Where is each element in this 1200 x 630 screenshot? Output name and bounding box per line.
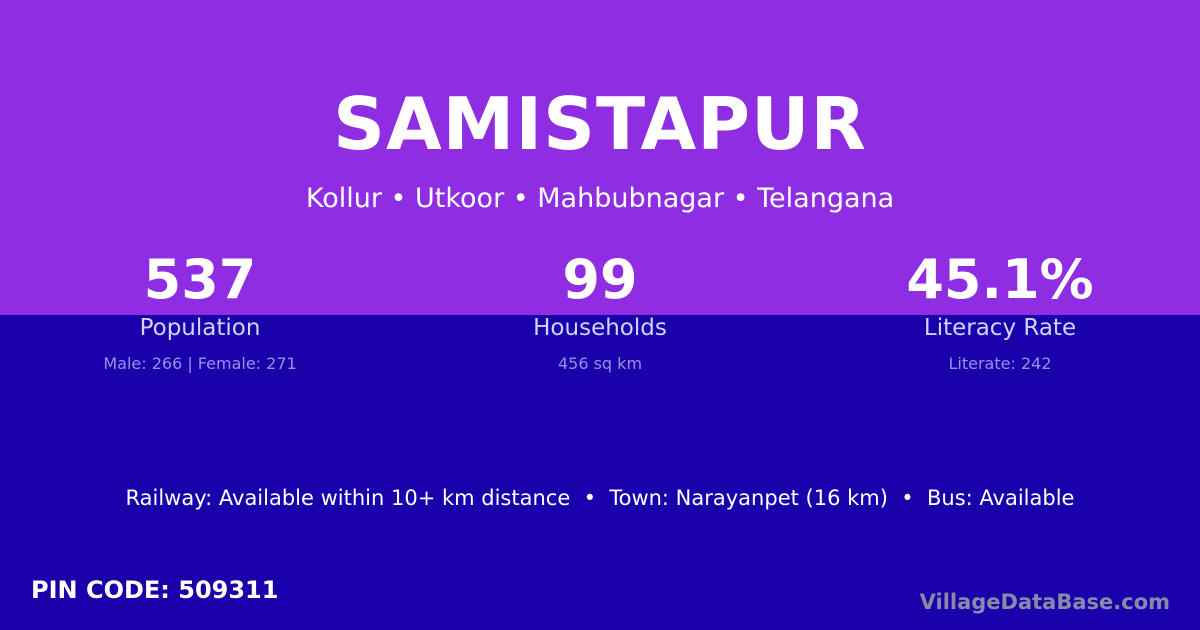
households-value: 99 <box>562 248 638 311</box>
area-detail: 456 sq km <box>557 354 643 373</box>
households-label: Households <box>533 315 667 341</box>
population-value: 537 <box>143 248 257 311</box>
brand-watermark: VillageDataBase.com <box>919 590 1170 614</box>
connectivity-info: Railway: Available within 10+ km distanc… <box>125 486 1075 510</box>
literate-detail: Literate: 242 <box>948 354 1052 373</box>
village-title: SAMISTAPUR <box>333 82 867 166</box>
population-detail: Male: 266 | Female: 271 <box>103 354 297 373</box>
location-breadcrumb: Kollur • Utkoor • Mahbubnagar • Telangan… <box>305 183 895 214</box>
header-band <box>0 0 1200 315</box>
population-label: Population <box>139 315 261 341</box>
literacy-value: 45.1% <box>906 248 1094 311</box>
pin-code: PIN CODE: 509311 <box>31 576 279 604</box>
literacy-label: Literacy Rate <box>923 315 1077 341</box>
